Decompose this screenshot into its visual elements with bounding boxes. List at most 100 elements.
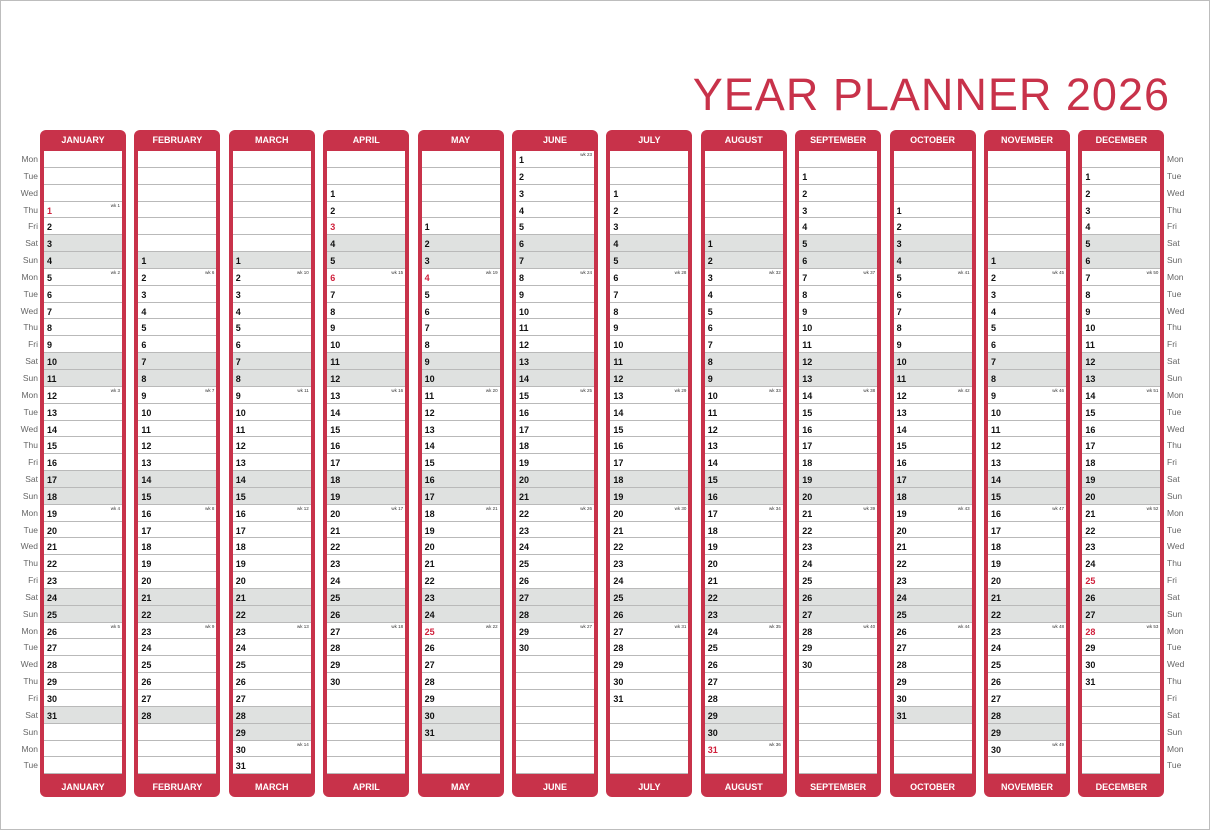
day-cell[interactable]: 28 wk 40 — [799, 622, 878, 640]
day-cell[interactable]: 20 — [421, 538, 500, 556]
empty-cell[interactable] — [516, 757, 594, 774]
day-cell[interactable]: 7 — [704, 336, 783, 354]
day-cell[interactable]: 10 — [232, 403, 311, 421]
day-cell[interactable]: 15 — [44, 437, 122, 455]
day-cell[interactable]: 8 wk 24 — [516, 268, 594, 286]
day-cell[interactable]: 7 — [893, 302, 972, 320]
day-cell[interactable]: 3 — [516, 184, 594, 202]
day-cell[interactable]: 29 — [421, 690, 500, 707]
day-cell[interactable]: 23 — [327, 555, 406, 573]
day-cell[interactable]: 22 — [44, 555, 122, 573]
empty-cell[interactable] — [893, 184, 972, 202]
day-cell[interactable]: 4 — [138, 302, 217, 320]
day-cell[interactable]: 26 — [232, 673, 311, 690]
day-cell[interactable]: 2 — [893, 218, 972, 236]
day-cell[interactable]: 17 — [1082, 437, 1161, 455]
day-cell[interactable]: 13 wk 16 — [327, 386, 406, 404]
day-cell[interactable]: 15 — [232, 487, 311, 505]
day-cell[interactable]: 13 — [138, 454, 217, 472]
day-cell[interactable]: 11 — [44, 369, 122, 387]
day-cell[interactable]: 4 wk 19 — [421, 268, 500, 286]
empty-cell[interactable] — [799, 151, 878, 168]
day-cell[interactable]: 14 — [44, 420, 122, 438]
day-cell[interactable]: 4 — [327, 235, 406, 253]
day-cell[interactable]: 18 — [610, 471, 689, 488]
day-cell[interactable]: 12 wk 42 — [893, 386, 972, 404]
day-cell[interactable]: 30 — [44, 690, 122, 707]
day-cell[interactable]: 9 — [421, 353, 500, 370]
day-cell[interactable]: 17 — [327, 454, 406, 472]
day-cell[interactable]: 1 — [421, 218, 500, 236]
day-cell[interactable]: 6 wk 15 — [327, 268, 406, 286]
empty-cell[interactable] — [610, 757, 689, 774]
day-cell[interactable]: 29 — [704, 706, 783, 724]
day-cell[interactable]: 1 — [988, 252, 1066, 269]
day-cell[interactable]: 11 — [799, 336, 878, 354]
day-cell[interactable]: 31 — [44, 706, 122, 724]
day-cell[interactable]: 22 — [232, 605, 311, 623]
empty-cell[interactable] — [44, 167, 122, 185]
day-cell[interactable]: 14 — [421, 437, 500, 455]
day-cell[interactable]: 3 — [327, 218, 406, 236]
day-cell[interactable]: 12 — [138, 437, 217, 455]
day-cell[interactable]: 2 — [421, 235, 500, 253]
empty-cell[interactable] — [704, 757, 783, 774]
day-cell[interactable]: 28 — [988, 706, 1066, 724]
day-cell[interactable]: 20 — [138, 572, 217, 589]
day-cell[interactable]: 15 — [704, 471, 783, 488]
day-cell[interactable]: 5 — [1082, 235, 1161, 253]
day-cell[interactable]: 10 — [799, 319, 878, 337]
day-cell[interactable]: 30 wk 14 — [232, 740, 311, 758]
day-cell[interactable]: 13 — [421, 420, 500, 438]
day-cell[interactable]: 16 — [799, 420, 878, 438]
day-cell[interactable]: 19 — [988, 555, 1066, 573]
day-cell[interactable]: 30 — [1082, 656, 1161, 674]
empty-cell[interactable] — [1082, 757, 1161, 774]
day-cell[interactable]: 3 — [44, 235, 122, 253]
empty-cell[interactable] — [610, 151, 689, 168]
day-cell[interactable]: 14 wk 38 — [799, 386, 878, 404]
day-cell[interactable]: 2 — [327, 201, 406, 219]
day-cell[interactable]: 15 — [421, 454, 500, 472]
empty-cell[interactable] — [988, 151, 1066, 168]
empty-cell[interactable] — [516, 656, 594, 674]
day-cell[interactable]: 21 — [610, 521, 689, 539]
day-cell[interactable]: 8 — [421, 336, 500, 354]
day-cell[interactable]: 23 — [421, 588, 500, 606]
day-cell[interactable]: 8 — [44, 319, 122, 337]
day-cell[interactable]: 27 — [421, 656, 500, 674]
day-cell[interactable]: 9 — [327, 319, 406, 337]
empty-cell[interactable] — [44, 740, 122, 758]
day-cell[interactable]: 11 — [232, 420, 311, 438]
empty-cell[interactable] — [799, 673, 878, 690]
day-cell[interactable]: 27 wk 18 — [327, 622, 406, 640]
day-cell[interactable]: 3 — [232, 285, 311, 303]
day-cell[interactable]: 25 — [1082, 572, 1161, 589]
day-cell[interactable]: 11 — [1082, 336, 1161, 354]
day-cell[interactable]: 14 wk 51 — [1082, 386, 1161, 404]
empty-cell[interactable] — [421, 740, 500, 758]
day-cell[interactable]: 31 — [893, 706, 972, 724]
day-cell[interactable]: 13 — [704, 437, 783, 455]
day-cell[interactable]: 5 — [421, 285, 500, 303]
day-cell[interactable]: 9 wk 46 — [988, 386, 1066, 404]
empty-cell[interactable] — [138, 218, 217, 236]
day-cell[interactable]: 28 — [138, 706, 217, 724]
day-cell[interactable]: 3 — [138, 285, 217, 303]
day-cell[interactable]: 20 — [893, 521, 972, 539]
empty-cell[interactable] — [988, 218, 1066, 236]
day-cell[interactable]: 17 — [138, 521, 217, 539]
day-cell[interactable]: 12 — [516, 336, 594, 354]
day-cell[interactable]: 15 — [988, 487, 1066, 505]
day-cell[interactable]: 20 — [516, 471, 594, 488]
day-cell[interactable]: 6 — [421, 302, 500, 320]
day-cell[interactable]: 9 — [1082, 302, 1161, 320]
day-cell[interactable]: 24 — [138, 639, 217, 657]
day-cell[interactable]: 25 — [893, 605, 972, 623]
empty-cell[interactable] — [421, 184, 500, 202]
empty-cell[interactable] — [327, 167, 406, 185]
day-cell[interactable]: 9 — [610, 319, 689, 337]
empty-cell[interactable] — [704, 184, 783, 202]
day-cell[interactable]: 23 — [893, 572, 972, 589]
day-cell[interactable]: 2 — [44, 218, 122, 236]
